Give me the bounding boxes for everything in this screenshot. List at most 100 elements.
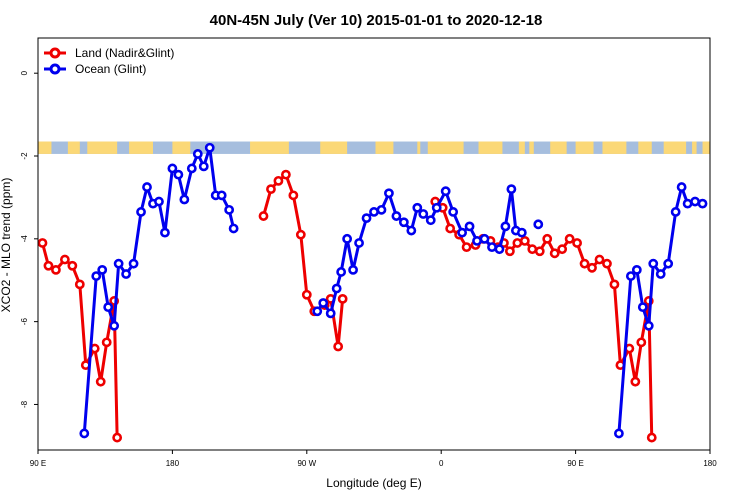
data-point (376, 204, 387, 215)
data-point (431, 202, 442, 213)
legend-land-label: Land (Nadir&Glint) (75, 46, 174, 60)
series-land (37, 169, 657, 443)
data-point (630, 376, 641, 387)
land-band-segment (478, 141, 503, 154)
data-point (354, 238, 364, 248)
data-point (121, 269, 132, 279)
data-point (602, 258, 612, 269)
data-point (461, 242, 472, 253)
data-point (216, 190, 227, 201)
data-point (564, 233, 575, 244)
data-point (487, 242, 497, 253)
data-point (67, 260, 78, 271)
data-point (312, 306, 323, 317)
land-band-segment (702, 141, 710, 154)
data-point (295, 229, 306, 240)
data-point (173, 169, 184, 180)
data-point (655, 269, 666, 279)
data-point (594, 254, 605, 265)
data-point (636, 337, 647, 348)
land-band-segment (38, 141, 52, 154)
data-point (682, 198, 693, 209)
data-point (342, 233, 353, 244)
data-point (425, 215, 436, 226)
plot-frame (37, 37, 711, 451)
data-point (494, 244, 505, 255)
land-band-segment (250, 141, 289, 154)
data-point (336, 267, 347, 277)
y-tick-label: -2 (20, 152, 29, 160)
data-point (186, 163, 197, 174)
data-point (557, 244, 568, 255)
y-tick-label: -8 (20, 400, 29, 408)
data-point (457, 227, 468, 238)
data-point (112, 432, 123, 443)
data-point (440, 186, 451, 197)
data-point (337, 293, 348, 304)
land-band-segment (663, 141, 687, 154)
data-point (418, 209, 429, 219)
data-point (113, 258, 124, 269)
data-point (361, 213, 372, 224)
data-point (646, 432, 657, 443)
legend-ocean-label: Ocean (Glint) (75, 62, 146, 76)
data-point (406, 225, 417, 236)
data-point (136, 207, 146, 217)
data-point (533, 219, 544, 230)
data-point (614, 428, 624, 439)
data-point (549, 248, 560, 259)
x-tick-label: 180 (166, 459, 180, 468)
data-point (631, 264, 642, 275)
data-point (318, 298, 329, 308)
data-point (512, 238, 523, 248)
land-ocean-band (38, 141, 710, 154)
y-tick-label: -6 (20, 318, 29, 326)
data-point (479, 233, 490, 244)
data-point (527, 244, 538, 255)
data-point (670, 207, 681, 217)
data-point (637, 302, 648, 313)
data-point (198, 161, 209, 172)
land-band-segment (129, 141, 153, 154)
data-point (59, 254, 70, 265)
land-band-segment (67, 141, 80, 154)
data-point (228, 223, 239, 234)
data-point (333, 341, 344, 352)
x-tick-label: 0 (439, 459, 444, 468)
data-point (663, 258, 674, 269)
data-point (192, 149, 203, 159)
data-point (95, 376, 106, 387)
legend: Land (Nadir&Glint) Ocean (Glint) (44, 46, 174, 76)
y-axis: 0 -2 -4 -6 -8 (20, 70, 38, 408)
data-point (179, 194, 190, 205)
data-point (542, 233, 553, 244)
data-point (609, 279, 620, 290)
data-point (398, 217, 409, 228)
data-point (448, 207, 459, 217)
land-band-segment (87, 141, 118, 154)
data-point (266, 184, 276, 195)
y-axis-label: XCO2 - MLO trend (ppm) (0, 178, 13, 313)
data-point (625, 271, 636, 281)
data-point (109, 320, 120, 331)
x-axis: 90 E 180 90 W 0 90 E 180 (30, 450, 717, 468)
data-point (167, 163, 178, 174)
data-point (273, 175, 284, 186)
data-point (97, 264, 108, 275)
legend-land-marker (49, 47, 61, 59)
data-point (142, 182, 152, 192)
y-tick-label: -4 (20, 235, 29, 243)
data-point (579, 258, 590, 269)
data-point (504, 246, 515, 257)
data-point (91, 271, 102, 281)
series-line (82, 146, 236, 434)
data-point (224, 204, 235, 215)
data-point (534, 246, 545, 257)
data-point (204, 142, 215, 153)
legend-ocean-marker (49, 63, 61, 75)
data-point (101, 337, 112, 348)
data-point (412, 202, 423, 213)
y-tick-label: 0 (20, 70, 29, 75)
data-point (74, 279, 85, 290)
